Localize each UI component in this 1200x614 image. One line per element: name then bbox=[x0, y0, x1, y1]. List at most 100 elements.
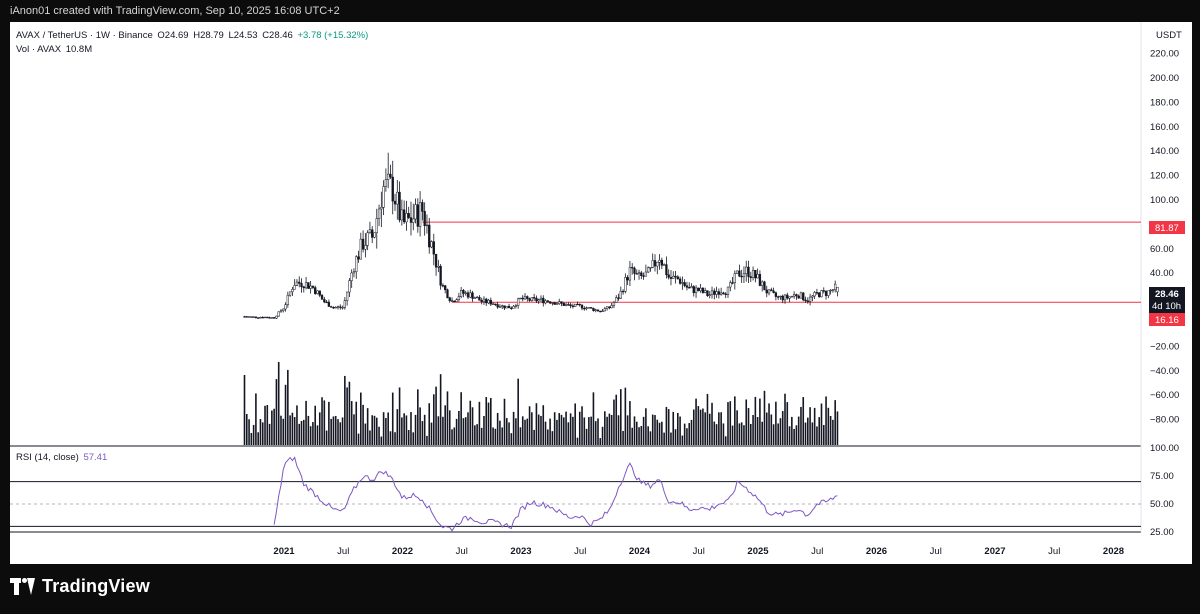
price-badge-label: 28.46 bbox=[1155, 289, 1179, 300]
volume-bar bbox=[323, 400, 326, 445]
candle-body bbox=[834, 283, 837, 290]
candle-body bbox=[286, 294, 289, 305]
candle-body bbox=[341, 307, 344, 309]
volume-bar bbox=[640, 425, 643, 445]
volume-bar bbox=[451, 429, 453, 445]
volume-bar bbox=[576, 437, 579, 445]
volume-bar bbox=[697, 406, 700, 445]
candle-body bbox=[822, 290, 825, 292]
time-axis[interactable]: 2021 Jul 2022 Jul 2023 Jul 2024 Jul 2025 Jul 2026 J… bbox=[273, 546, 1124, 557]
volume-bar bbox=[585, 428, 588, 445]
currency-label: USDT bbox=[1156, 30, 1182, 41]
volume-bar bbox=[492, 427, 494, 445]
volume-bar bbox=[289, 415, 291, 445]
volume-bar bbox=[702, 408, 704, 445]
candle-body bbox=[599, 310, 602, 313]
volume-bar bbox=[622, 430, 624, 445]
volume-bar bbox=[248, 419, 250, 445]
volume-bar bbox=[681, 435, 684, 445]
volume-bar bbox=[747, 408, 750, 445]
volume-bar bbox=[407, 430, 410, 445]
volume-bar bbox=[836, 411, 839, 445]
volume-bar bbox=[266, 405, 269, 445]
candle-body bbox=[694, 287, 698, 294]
candle-body bbox=[368, 229, 372, 233]
price-tick-label: 40.00 bbox=[1150, 268, 1174, 279]
volume-bar bbox=[633, 416, 636, 445]
volume-bar bbox=[592, 392, 595, 445]
candle-body bbox=[829, 289, 832, 292]
tradingview-logo[interactable]: TradingView bbox=[10, 576, 150, 597]
volume-bar bbox=[305, 400, 307, 445]
volume-bar bbox=[432, 394, 435, 445]
volume-bar bbox=[629, 401, 631, 445]
candle-body bbox=[569, 304, 572, 307]
volume-bar bbox=[715, 424, 718, 445]
volume-bar bbox=[448, 410, 451, 445]
volume-bar bbox=[779, 418, 782, 445]
candle-body bbox=[740, 275, 743, 278]
volume-bar bbox=[547, 429, 549, 445]
volume-bar bbox=[553, 412, 556, 445]
candle-body bbox=[471, 292, 474, 299]
rsi-label[interactable]: RSI (14, close) bbox=[16, 452, 79, 463]
volume-bar bbox=[261, 422, 264, 445]
candle-body bbox=[521, 297, 524, 300]
volume-bar bbox=[517, 378, 519, 445]
candle-body bbox=[243, 316, 246, 318]
candle-body bbox=[635, 273, 638, 275]
candle-body bbox=[761, 281, 764, 286]
candle-body bbox=[665, 264, 668, 275]
candle-body bbox=[590, 307, 593, 309]
volume-bar bbox=[250, 432, 253, 445]
candle-body bbox=[416, 204, 419, 227]
volume-bar bbox=[464, 417, 467, 445]
price-tick-label: 220.00 bbox=[1150, 49, 1179, 60]
volume-label[interactable]: Vol · AVAX bbox=[16, 44, 62, 55]
candle-body bbox=[699, 287, 702, 292]
candle-body bbox=[430, 241, 433, 248]
candle-body bbox=[742, 273, 746, 277]
candle-body bbox=[510, 307, 513, 309]
candle-body bbox=[799, 292, 803, 299]
time-tick-label: 2028 bbox=[1103, 546, 1124, 557]
candle-body bbox=[722, 292, 725, 295]
volume-bar bbox=[496, 412, 499, 445]
chart-panel[interactable]: USDT 220.00 200.00 180.00 160.00 140.00 120.0… bbox=[10, 22, 1192, 564]
volume-bar bbox=[679, 416, 681, 445]
candle-body bbox=[272, 317, 276, 319]
volume-bar bbox=[818, 417, 821, 445]
volume-bar bbox=[398, 387, 401, 445]
volume-bar bbox=[686, 428, 688, 445]
volume-bar bbox=[544, 421, 547, 445]
candle-body bbox=[592, 307, 595, 311]
candle-body bbox=[542, 297, 545, 304]
volume-bar bbox=[551, 431, 554, 445]
candle-body bbox=[501, 305, 504, 308]
volume-bar bbox=[389, 431, 392, 445]
volume-bar bbox=[754, 396, 757, 445]
candle-body bbox=[446, 289, 449, 299]
volume-bar bbox=[259, 419, 262, 445]
candle-body bbox=[428, 224, 431, 248]
volume-bar bbox=[414, 414, 417, 445]
legend-symbol[interactable]: AVAX / TetherUS · 1W · Binance bbox=[16, 30, 153, 41]
volume-bar bbox=[373, 415, 376, 445]
horizontal-levels[interactable] bbox=[422, 221, 1141, 303]
candle-body bbox=[371, 229, 374, 238]
candle-body bbox=[653, 260, 657, 267]
chart-canvas[interactable]: USDT 220.00 200.00 180.00 160.00 140.00 120.0… bbox=[10, 22, 1192, 564]
candle-body bbox=[512, 306, 515, 309]
volume-bar bbox=[268, 423, 271, 445]
volume-bar bbox=[569, 413, 572, 445]
candle-body bbox=[444, 285, 447, 290]
candle-body bbox=[330, 306, 333, 308]
volume-bar bbox=[638, 427, 640, 445]
price-tick-label: −80.00 bbox=[1150, 415, 1179, 426]
volume-bar bbox=[624, 387, 627, 445]
candle-body bbox=[387, 173, 390, 180]
candle-body bbox=[548, 301, 552, 304]
candle-body bbox=[651, 260, 654, 268]
candle-body bbox=[669, 277, 673, 279]
candle-body bbox=[245, 316, 248, 318]
